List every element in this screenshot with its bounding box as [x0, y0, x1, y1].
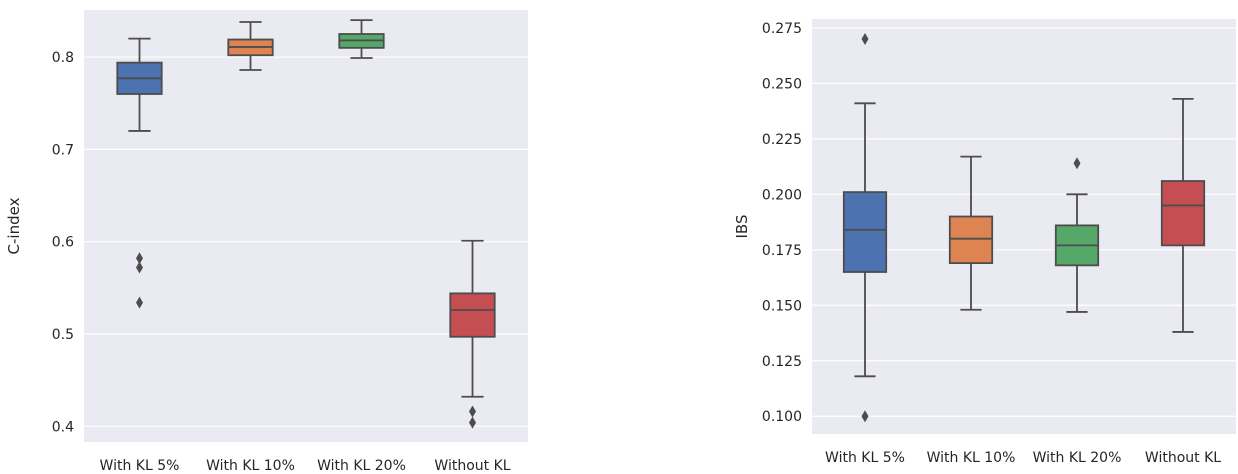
y-axis-label: IBS	[733, 215, 751, 239]
x-tick-label: Without KL	[434, 458, 510, 474]
box-2	[948, 155, 994, 311]
outlier-point	[136, 261, 143, 274]
x-tick-label: With KL 20%	[1033, 450, 1122, 466]
y-tick-label: 0.4	[52, 419, 74, 435]
y-tick-label: 0.225	[762, 132, 802, 148]
y-tick-label: 0.6	[52, 235, 74, 251]
y-tick-label: 0.175	[762, 243, 802, 259]
chart-panel-2: 0.100 0.125 0.150 0.175 0.200 0.225 0.250 0.275…	[733, 19, 1236, 466]
x-tick-label: With KL 5%	[100, 458, 180, 474]
outlier-point	[469, 416, 476, 429]
box-3	[1054, 157, 1100, 313]
y-tick-label: 0.275	[762, 21, 802, 37]
box-iqr	[1160, 180, 1206, 247]
outlier-point	[136, 252, 143, 265]
box-2	[227, 21, 274, 71]
box-iqr	[842, 191, 888, 273]
x-tick-label: With KL 20%	[317, 458, 406, 474]
box-4	[449, 239, 496, 429]
box-1	[842, 32, 888, 423]
y-tick-label: 0.100	[762, 409, 802, 425]
outlier-point	[861, 32, 869, 45]
y-tick-label: 0.200	[762, 187, 802, 203]
outlier-point	[469, 405, 476, 418]
x-tick-label: With KL 5%	[825, 450, 905, 466]
box-4	[1160, 97, 1206, 333]
y-tick-label: 0.8	[52, 50, 74, 66]
outlier-point	[136, 296, 143, 309]
y-tick-label: 0.250	[762, 76, 802, 92]
y-tick-label: 0.7	[52, 142, 74, 158]
outlier-point	[861, 410, 869, 423]
y-tick-label: 0.125	[762, 354, 802, 370]
box-iqr	[449, 292, 496, 338]
x-tick-label: Without KL	[1145, 450, 1221, 466]
y-tick-label: 0.5	[52, 327, 74, 343]
y-tick-label: 0.150	[762, 298, 802, 314]
chart-panel-1: 0.4 0.5 0.6 0.7 0.8 C-index With KL 5% With KL …	[5, 10, 528, 474]
box-iqr	[948, 215, 994, 265]
x-tick-label: With KL 10%	[927, 450, 1016, 466]
box-3	[338, 19, 385, 59]
y-axis-label: C-index	[5, 197, 23, 254]
box-1	[116, 37, 163, 309]
outlier-point	[1073, 157, 1081, 170]
x-tick-label: With KL 10%	[206, 458, 295, 474]
